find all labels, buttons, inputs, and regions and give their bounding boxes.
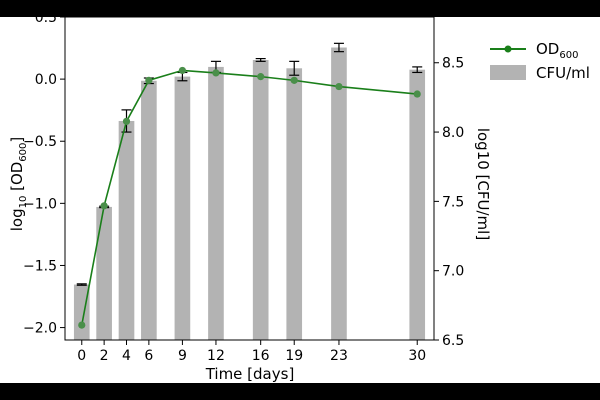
y-left-tick-label: −2.0 (23, 321, 57, 337)
od-series-line (80, 69, 418, 326)
x-tick-label: 23 (330, 348, 348, 364)
y-left-tick-label: −0.5 (23, 134, 57, 150)
cfu-bar (73, 284, 90, 340)
x-tick-label: 19 (285, 348, 303, 364)
y-right-tick-label: 8.0 (442, 125, 464, 141)
legend-od-label-base: OD (536, 40, 559, 58)
axes-layer: −2.0 −1.5 −1.0 −0.5 0.0 0.5 6.5 7.0 7.5 8.0 8.5 0 2 4… (23, 10, 464, 364)
cfu-bar (286, 68, 303, 341)
cfu-bar (118, 120, 135, 340)
y-left-tick-label: 0.5 (35, 10, 57, 26)
y-left-label-sub1: 10 (18, 196, 29, 209)
od-point (212, 69, 220, 77)
bottom-black-strip (0, 383, 600, 400)
legend-cfu-label: CFU/ml (536, 64, 590, 82)
x-tick-label: 6 (144, 348, 153, 364)
y-right-tick-label: 8.5 (442, 56, 464, 72)
od-point (290, 76, 298, 84)
y-left-tick-label: 0.0 (35, 72, 57, 88)
y-right-tick-label: 7.5 (442, 194, 464, 210)
od-point (145, 76, 153, 84)
od-point (413, 90, 421, 98)
cfu-bar (208, 66, 224, 340)
cfu-bar (141, 80, 157, 340)
cfu-bar (331, 47, 347, 340)
od-point (78, 321, 86, 329)
y-right-tick-label: 7.0 (442, 264, 464, 280)
y-left-tick-label: −1.0 (23, 196, 57, 212)
y-right-tick-label: 6.5 (442, 333, 464, 349)
cfu-bar (174, 76, 191, 341)
x-tick-label: 2 (100, 348, 109, 364)
od-point (335, 82, 343, 91)
cfu-bar (252, 59, 269, 341)
od-line-layer (78, 66, 421, 329)
y-axis-right-label: log10 [CFU/ml] (474, 128, 492, 240)
od-point (122, 117, 131, 125)
od-point (100, 202, 108, 210)
x-tick-label: 30 (408, 348, 426, 364)
y-left-label-base: log (8, 208, 26, 231)
x-tick-label: 16 (252, 348, 270, 364)
y-left-label-end: ] (8, 137, 26, 143)
x-axis-label: Time [days] (205, 365, 295, 383)
legend-od-label: OD600 (536, 40, 578, 61)
top-black-strip (0, 0, 600, 17)
cfu-bar (409, 69, 426, 341)
legend-od-marker (504, 45, 512, 53)
x-tick-label: 9 (178, 348, 187, 364)
legend-od-label-sub: 600 (559, 50, 578, 61)
x-tick-label: 0 (77, 348, 86, 364)
plot-frame (64, 16, 435, 341)
x-tick-label: 4 (122, 348, 131, 364)
y-left-label-sub2: 600 (18, 143, 29, 162)
y-axis-left-label: log10 [OD600] (8, 137, 29, 232)
y-left-label-mid: [OD (8, 162, 26, 196)
legend-cfu-swatch (490, 65, 526, 80)
od-point (257, 73, 265, 81)
cfu-bar (96, 206, 112, 340)
od-point (178, 66, 187, 75)
y-left-tick-label: −1.5 (23, 258, 57, 274)
legend: OD600 CFU/ml (490, 40, 590, 82)
x-tick-label: 12 (207, 348, 225, 364)
bars-layer (73, 47, 426, 341)
